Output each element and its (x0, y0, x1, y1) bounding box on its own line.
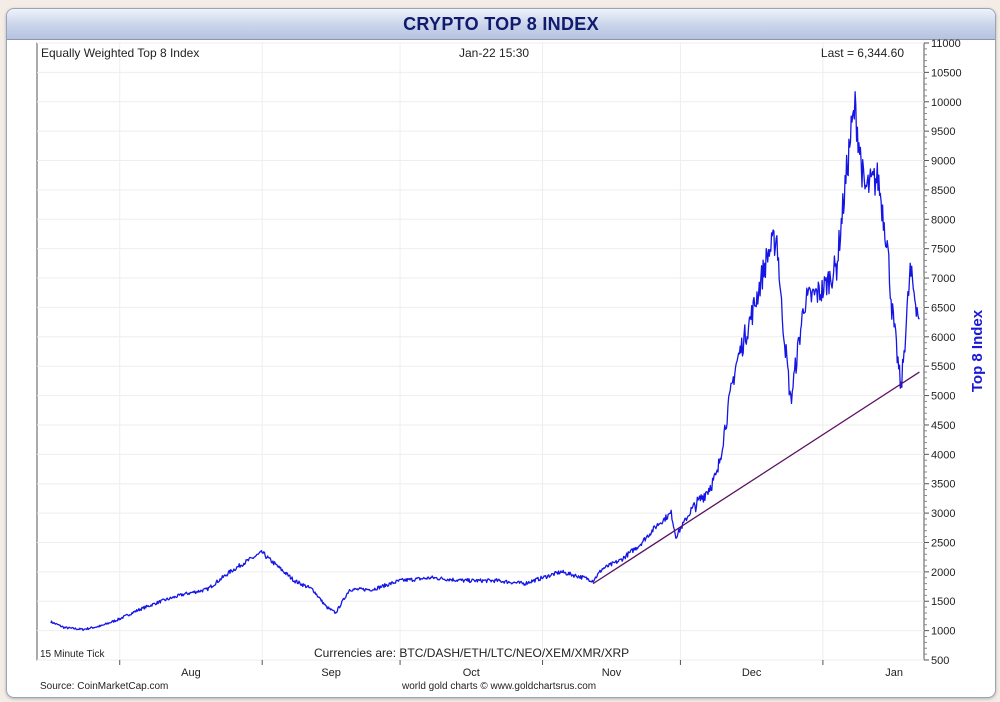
source-note: Source: CoinMarketCap.com (40, 681, 168, 692)
y-tick-label: 4500 (931, 420, 955, 432)
x-tick-label: Oct (463, 667, 480, 679)
y-tick-label: 3000 (931, 508, 955, 520)
chart-title: CRYPTO TOP 8 INDEX (403, 14, 599, 34)
y-tick-label: 9000 (931, 156, 955, 168)
index-series-line (50, 91, 920, 632)
y-tick-label: 8500 (931, 185, 955, 197)
y-tick-label: 6500 (931, 302, 955, 314)
y-tick-label: 5000 (931, 391, 955, 403)
credit-note: world gold charts © www.goldchartsrus.co… (401, 681, 596, 692)
y-tick-label: 5500 (931, 361, 955, 373)
y-tick-label: 9500 (931, 126, 955, 138)
y-tick-label: 11000 (931, 38, 961, 50)
y-tick-label: 500 (931, 655, 949, 667)
last-value: Last = 6,344.60 (821, 46, 904, 60)
index-name: Equally Weighted Top 8 Index (41, 46, 199, 60)
y-tick-label: 10500 (931, 67, 962, 79)
x-tick-label: Dec (742, 667, 762, 679)
currencies-note: Currencies are: BTC/DASH/ETH/LTC/NEO/XEM… (314, 646, 629, 660)
y-tick-label: 7500 (931, 244, 955, 256)
plot-area (36, 42, 925, 661)
grid (37, 42, 924, 661)
y-tick-label: 7000 (931, 273, 955, 285)
y-tick-label: 8000 (931, 214, 955, 226)
y-tick-label: 3500 (931, 479, 955, 491)
y-tick-label: 6000 (931, 332, 955, 344)
y-tick-label: 2500 (931, 537, 955, 549)
x-tick-label: Aug (181, 667, 201, 679)
x-tick-label: Jan (885, 667, 903, 679)
y-tick-label: 10000 (931, 97, 962, 109)
y-tick-label: 1000 (931, 626, 955, 638)
y-tick-label: 1500 (931, 596, 955, 608)
x-tick-label: Nov (602, 667, 622, 679)
y-axis: 500 1000 1500 2000 2500 3000 3500 4000 4500 5000 5… (924, 38, 962, 667)
title-bar: CRYPTO TOP 8 INDEX (7, 9, 995, 40)
support-trendline (592, 371, 920, 585)
x-tick-label: Sep (321, 667, 341, 679)
y-tick-label: 4000 (931, 449, 955, 461)
y-axis-label: Top 8 Index (969, 309, 986, 392)
x-axis: Aug Sep Oct Nov Dec Jan (119, 660, 903, 679)
series-layer (50, 91, 920, 632)
timestamp: Jan-22 15:30 (459, 46, 529, 60)
tick-note: 15 Minute Tick (40, 649, 105, 660)
y-tick-label: 2000 (931, 567, 955, 579)
trend-layer (592, 371, 920, 585)
